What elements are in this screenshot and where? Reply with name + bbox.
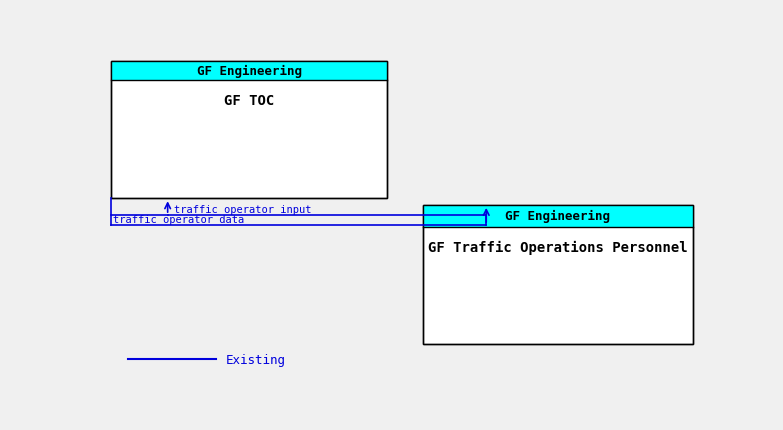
Text: traffic operator input: traffic operator input — [174, 205, 311, 215]
Text: GF Engineering: GF Engineering — [197, 64, 301, 78]
Bar — [111, 61, 388, 199]
Text: traffic operator data: traffic operator data — [113, 215, 244, 224]
Bar — [111, 61, 388, 199]
Bar — [111, 61, 388, 81]
Bar — [423, 206, 693, 344]
Bar — [423, 206, 693, 344]
Text: GF Engineering: GF Engineering — [505, 210, 610, 223]
Bar — [423, 206, 693, 227]
Text: Existing: Existing — [226, 353, 285, 366]
Text: GF Traffic Operations Personnel: GF Traffic Operations Personnel — [428, 240, 687, 255]
Text: GF TOC: GF TOC — [224, 94, 274, 108]
